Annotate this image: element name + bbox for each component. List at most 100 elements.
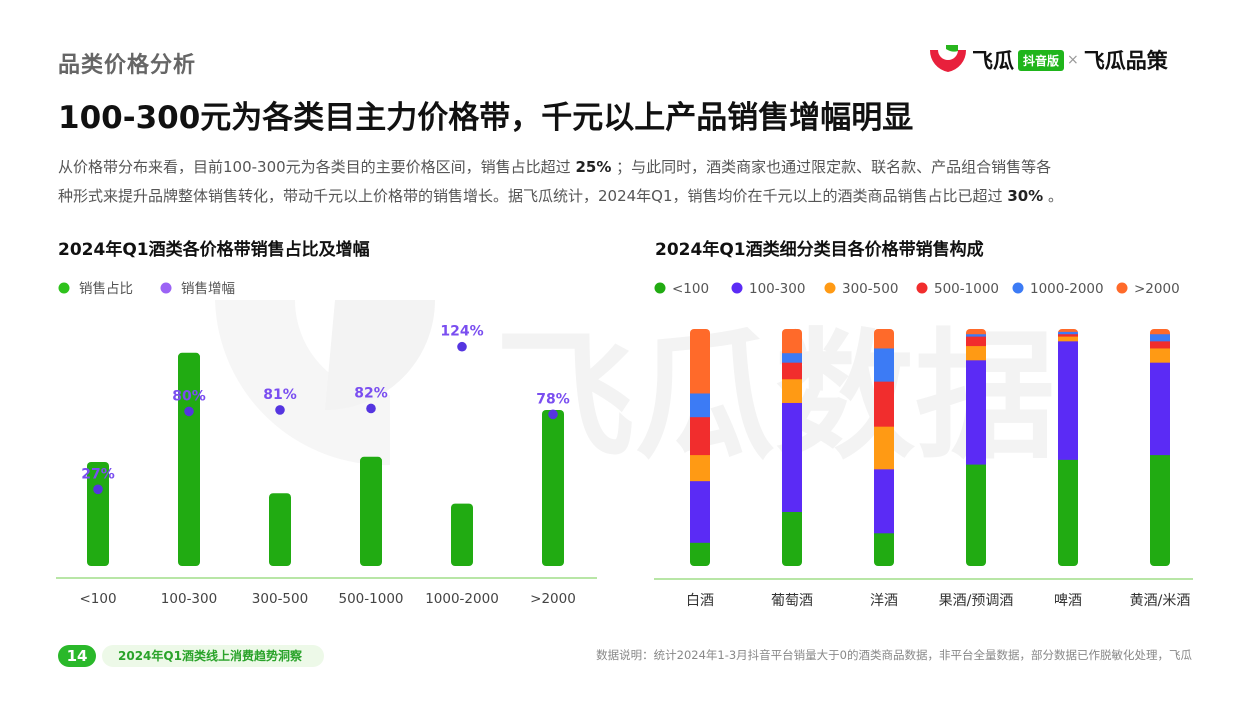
bar-segment xyxy=(782,352,802,363)
bar-segment xyxy=(690,392,710,418)
brand-separator: × xyxy=(1067,52,1079,68)
legend-marker xyxy=(1012,282,1024,294)
bar-segment xyxy=(690,416,710,456)
growth-data-label: 78% xyxy=(536,391,570,407)
bar-segment xyxy=(874,381,894,427)
x-tick-label: 黄酒/米酒 xyxy=(1130,592,1191,609)
bar-segment xyxy=(782,402,802,512)
description-text: 种形式来提升品牌整体销售转化，带动千元以上价格带的销售增长。据飞瓜统计，2024… xyxy=(58,186,1003,205)
bar-segment xyxy=(966,329,986,335)
stacked-bar xyxy=(966,329,986,566)
bar-segment xyxy=(966,336,986,347)
bar-segment xyxy=(874,426,894,470)
x-tick-label: 1000-2000 xyxy=(425,591,499,607)
bar xyxy=(269,493,291,566)
bar-segment xyxy=(1058,336,1078,342)
x-tick-label: 啤酒 xyxy=(1054,593,1082,609)
bar-segment xyxy=(1150,340,1170,349)
growth-point xyxy=(366,403,376,414)
bar-segment xyxy=(966,345,986,361)
legend-marker xyxy=(58,282,70,294)
legend-label: 销售占比 xyxy=(79,281,133,297)
description-highlight: 30% xyxy=(1007,186,1044,205)
legend-label: 100-300 xyxy=(749,281,805,297)
bar-segment xyxy=(782,511,802,566)
bar-segment xyxy=(874,329,894,349)
legend-label: 500-1000 xyxy=(934,281,999,297)
bar-segment xyxy=(966,333,986,337)
description-text: ；与此同时，酒类商家也通过限定款、联名款、产品组合销售等各 xyxy=(616,158,1052,176)
legend-marker xyxy=(731,282,743,294)
chart1-title: 2024年Q1酒类各价格带销售占比及增幅 xyxy=(58,240,370,260)
chart2-title: 2024年Q1酒类细分类目各价格带销售构成 xyxy=(655,240,984,260)
x-tick-label: 白酒 xyxy=(686,593,714,609)
growth-point xyxy=(457,341,467,352)
brand-name-feigua: 飞瓜 xyxy=(972,49,1014,73)
x-tick-label: >2000 xyxy=(530,591,576,607)
legend-label: <100 xyxy=(672,281,709,297)
growth-data-label: 82% xyxy=(354,385,388,401)
bar-segment xyxy=(690,454,710,482)
growth-point xyxy=(548,409,558,420)
bar xyxy=(178,352,200,566)
bar xyxy=(360,456,382,566)
bar-segment xyxy=(966,359,986,465)
bar-segment xyxy=(874,468,894,534)
description-line-2: 种形式来提升品牌整体销售转化，带动千元以上价格带的销售增长。据飞瓜统计，2024… xyxy=(58,182,1208,211)
bar xyxy=(451,503,473,566)
bar-segment xyxy=(874,532,894,566)
legend-label: 销售增幅 xyxy=(181,281,235,297)
brand-badge: 抖音版 xyxy=(1018,49,1065,71)
feigua-logo-icon xyxy=(929,45,967,72)
growth-data-label: 27% xyxy=(81,466,115,482)
description-text: 从价格带分布来看，目前100-300元为各类目的主要价格区间，销售占比超过 xyxy=(58,158,571,176)
growth-point xyxy=(275,405,285,415)
bar-segment xyxy=(690,480,710,543)
stacked-bar xyxy=(690,329,710,566)
stacked-bar xyxy=(1058,329,1078,566)
legend-marker xyxy=(160,282,172,294)
bar-segment xyxy=(1150,329,1170,335)
x-tick-label: 300-500 xyxy=(252,591,308,607)
stacked-bar xyxy=(874,329,894,566)
data-note: 数据说明：统计2024年1-3月抖音平台销量大于0的酒类商品数据，非平台全量数据… xyxy=(596,648,1192,662)
growth-data-label: 81% xyxy=(263,387,297,403)
bar-segment xyxy=(782,378,802,403)
report-title: 2024年Q1酒类线上消费趋势洞察 xyxy=(102,645,324,667)
legend-marker xyxy=(1116,282,1128,294)
bar-segment xyxy=(1058,333,1078,337)
category-stacked-bar-chart: <100 100-300 300-500 500-1000 1000-2000 >2000… xyxy=(654,281,1193,609)
brand-name-pince: 飞瓜品策 xyxy=(1083,49,1168,73)
bar-segment xyxy=(782,362,802,380)
bar xyxy=(542,410,564,566)
price-band-bar-chart: 销售占比 销售增幅 <100 27% 100-300 80% 300-500 81% 500-1… xyxy=(56,281,597,607)
bar-segment xyxy=(1058,329,1078,332)
description-highlight: 25% xyxy=(575,158,612,176)
x-tick-label: 葡萄酒 xyxy=(771,593,813,609)
x-tick-label: 洋酒 xyxy=(870,593,898,609)
x-tick-label: 100-300 xyxy=(161,591,217,607)
bar-segment xyxy=(1058,340,1078,460)
legend-label: 1000-2000 xyxy=(1030,281,1104,297)
x-tick-label: 果酒/预调酒 xyxy=(939,593,1014,609)
description: 从价格带分布来看，目前100-300元为各类目的主要价格区间，销售占比超过 25… xyxy=(58,153,1208,210)
bar-segment xyxy=(1150,454,1170,566)
bar-segment xyxy=(690,329,710,394)
bar-segment xyxy=(1058,459,1078,566)
legend-label: >2000 xyxy=(1134,281,1180,297)
bar-segment xyxy=(1150,333,1170,342)
bar-segment xyxy=(1150,347,1170,363)
page-number: 14 xyxy=(58,645,96,667)
growth-data-label: 124% xyxy=(440,324,483,340)
x-tick-label: <100 xyxy=(79,591,116,607)
brand-logo: 飞瓜 抖音版 × 飞瓜品策 xyxy=(928,44,1168,76)
description-text: 。 xyxy=(1048,186,1064,205)
legend-marker xyxy=(916,282,928,294)
growth-point xyxy=(93,484,103,495)
bar-segment xyxy=(966,464,986,566)
growth-point xyxy=(184,406,194,417)
bar-segment xyxy=(874,347,894,382)
stacked-bar xyxy=(1150,329,1170,566)
description-line-1: 从价格带分布来看，目前100-300元为各类目的主要价格区间，销售占比超过 25… xyxy=(58,153,1208,182)
stacked-bar xyxy=(782,329,802,566)
